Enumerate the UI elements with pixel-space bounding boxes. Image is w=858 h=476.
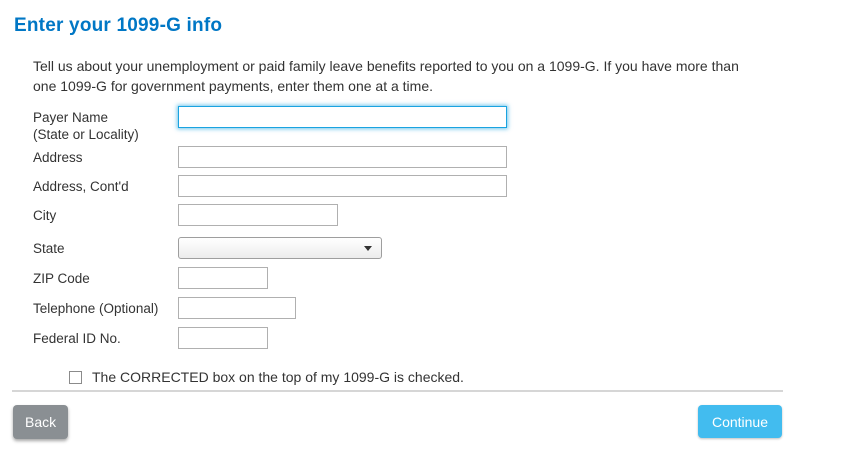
corrected-checkbox-row: The CORRECTED box on the top of my 1099-…: [69, 369, 858, 385]
page-title: Enter your 1099-G info: [14, 15, 223, 36]
footer-bar: Back Continue: [13, 405, 782, 439]
corrected-checkbox-label: The CORRECTED box on the top of my 1099-…: [92, 369, 464, 385]
state-select[interactable]: [178, 237, 382, 259]
divider: [12, 390, 783, 392]
address-contd-row: Address, Cont'd: [33, 175, 858, 197]
federal-id-label: Federal ID No.: [33, 331, 121, 346]
zip-code-row: ZIP Code: [33, 267, 858, 289]
telephone-row: Telephone (Optional): [33, 297, 858, 319]
corrected-checkbox[interactable]: [69, 370, 82, 384]
city-row: City: [33, 204, 858, 226]
address-contd-label: Address, Cont'd: [33, 179, 129, 194]
city-input[interactable]: [178, 204, 338, 226]
address-input[interactable]: [178, 146, 507, 168]
chevron-down-icon: [364, 245, 372, 251]
city-label: City: [33, 208, 57, 223]
payer-name-input[interactable]: [178, 106, 507, 128]
form-1099g: Payer Name (State or Locality) Address A…: [33, 106, 858, 349]
payer-name-row: Payer Name (State or Locality): [33, 106, 858, 143]
zip-code-input[interactable]: [178, 267, 268, 289]
federal-id-row: Federal ID No.: [33, 327, 858, 349]
payer-name-label: Payer Name (State or Locality): [33, 106, 178, 143]
state-row: State: [33, 237, 858, 259]
address-row: Address: [33, 146, 858, 168]
address-contd-input[interactable]: [178, 175, 507, 197]
intro-text: Tell us about your unemployment or paid …: [33, 58, 739, 94]
continue-button[interactable]: Continue: [697, 405, 782, 438]
telephone-input[interactable]: [178, 297, 296, 319]
federal-id-input[interactable]: [178, 327, 268, 349]
payer-name-label-line1: Payer Name: [33, 110, 109, 125]
state-label: State: [33, 241, 65, 256]
address-label: Address: [33, 150, 83, 165]
payer-name-label-line2: (State or Locality): [33, 127, 139, 142]
telephone-label: Telephone (Optional): [33, 301, 159, 316]
zip-code-label: ZIP Code: [33, 271, 90, 286]
back-button[interactable]: Back: [13, 405, 69, 439]
